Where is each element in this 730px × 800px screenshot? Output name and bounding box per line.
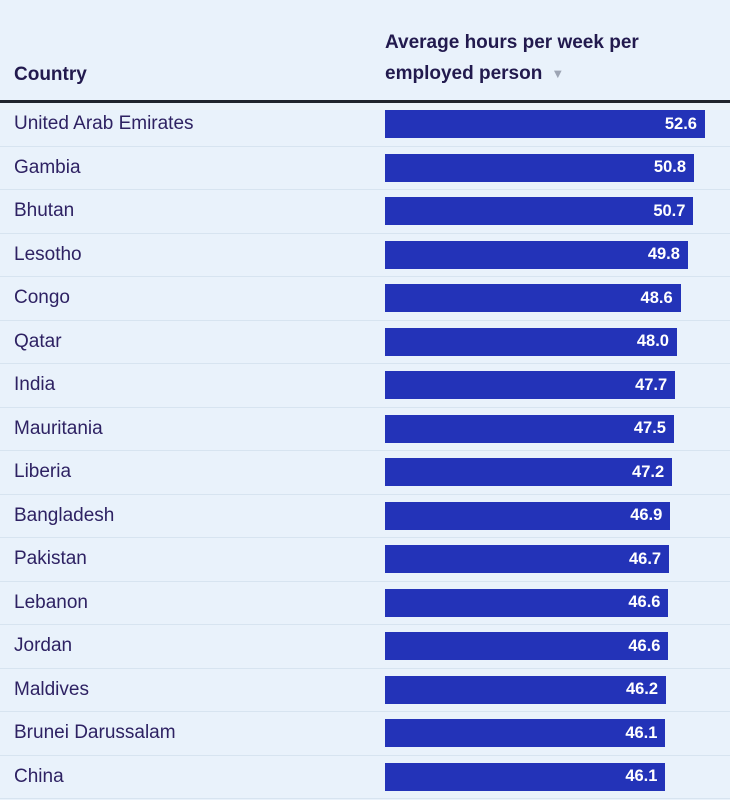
- bar-value-label: 48.0: [636, 332, 669, 351]
- bar-value-label: 47.2: [632, 462, 665, 481]
- bar-track: 48.6: [385, 284, 730, 313]
- value-bar[interactable]: 46.1: [385, 719, 666, 748]
- value-bar[interactable]: 47.7: [385, 371, 676, 400]
- country-label: Congo: [14, 287, 70, 309]
- value-bar[interactable]: 47.2: [385, 458, 673, 487]
- table-row: Gambia 50.8: [0, 147, 730, 190]
- country-column-header[interactable]: Country: [14, 64, 87, 85]
- table-body: United Arab Emirates 52.6 Gambia 50.8 Bh…: [0, 103, 730, 799]
- country-label: Bangladesh: [14, 504, 115, 526]
- bar-value-label: 48.6: [640, 288, 673, 307]
- value-bar[interactable]: 48.0: [385, 327, 677, 356]
- value-bar[interactable]: 47.5: [385, 414, 674, 443]
- country-label: China: [14, 765, 64, 787]
- bar-track: 52.6: [385, 110, 730, 139]
- bar-track: 46.9: [385, 501, 730, 530]
- table-row: Maldives 46.2: [0, 669, 730, 712]
- bar-value-label: 50.8: [653, 158, 687, 177]
- country-label: Maldives: [14, 678, 89, 700]
- value-bar[interactable]: 46.6: [385, 632, 669, 661]
- bar-track: 47.7: [385, 371, 730, 400]
- country-label: United Arab Emirates: [14, 113, 194, 135]
- table-row: India 47.7: [0, 364, 730, 408]
- bar-track: 46.6: [385, 588, 730, 617]
- bar-value-label: 47.5: [633, 419, 666, 438]
- country-label: Liberia: [14, 461, 72, 483]
- value-bar[interactable]: 46.1: [385, 762, 666, 791]
- bar-track: 47.5: [385, 414, 730, 443]
- table-row: Bhutan 50.7: [0, 190, 730, 234]
- table-header: Country Average hours per week per emplo…: [0, 0, 730, 103]
- value-bar[interactable]: 50.7: [385, 197, 694, 226]
- bar-value-label: 47.7: [635, 375, 668, 394]
- bar-value-label: 46.7: [628, 549, 662, 568]
- country-label: Pakistan: [14, 548, 87, 570]
- table-row: Pakistan 46.7: [0, 538, 730, 582]
- country-label: Mauritania: [14, 417, 103, 439]
- bar-value-label: 49.8: [647, 245, 680, 264]
- value-column-header[interactable]: Average hours per week per employed pers…: [385, 27, 715, 90]
- table-row: Bangladesh 46.9: [0, 495, 730, 538]
- country-label: Lebanon: [14, 591, 88, 613]
- value-bar[interactable]: 52.6: [385, 110, 705, 139]
- bar-track: 48.0: [385, 327, 730, 356]
- bar-track: 46.1: [385, 719, 730, 748]
- country-label: Jordan: [14, 635, 73, 657]
- bar-value-label: 52.6: [664, 114, 697, 133]
- value-bar[interactable]: 46.7: [385, 545, 670, 574]
- country-label: Bhutan: [14, 200, 75, 222]
- country-label: Qatar: [14, 330, 62, 352]
- bar-track: 49.8: [385, 240, 730, 269]
- table-row: Lesotho 49.8: [0, 234, 730, 277]
- value-bar[interactable]: 49.8: [385, 240, 688, 269]
- value-bar[interactable]: 46.2: [385, 675, 667, 704]
- table-row: Congo 48.6: [0, 277, 730, 321]
- value-bar[interactable]: 48.6: [385, 284, 681, 313]
- bar-value-label: 50.7: [653, 201, 686, 220]
- bar-track: 50.7: [385, 197, 730, 226]
- table-row: Qatar 48.0: [0, 321, 730, 364]
- bar-track: 50.8: [385, 153, 730, 182]
- bar-track: 47.2: [385, 458, 730, 487]
- table-row: Liberia 47.2: [0, 451, 730, 495]
- bar-value-label: 46.2: [625, 680, 659, 699]
- bar-value-label: 46.1: [625, 723, 658, 742]
- table-row: Mauritania 47.5: [0, 408, 730, 451]
- bar-track: 46.6: [385, 632, 730, 661]
- table-row: Jordan 46.6: [0, 625, 730, 669]
- value-bar[interactable]: 46.6: [385, 588, 669, 617]
- country-label: Brunei Darussalam: [14, 722, 176, 744]
- value-bar[interactable]: 46.9: [385, 501, 671, 530]
- country-label: Gambia: [14, 156, 81, 178]
- bar-track: 46.2: [385, 675, 730, 704]
- bar-value-label: 46.1: [625, 767, 658, 786]
- country-label: India: [14, 374, 56, 396]
- bar-track: 46.1: [385, 762, 730, 791]
- value-column-header-label: Average hours per week per employed pers…: [385, 32, 639, 84]
- table-row: Lebanon 46.6: [0, 582, 730, 625]
- table-row: Brunei Darussalam 46.1: [0, 712, 730, 756]
- sort-descending-icon[interactable]: ▼: [551, 66, 565, 81]
- value-bar[interactable]: 50.8: [385, 153, 695, 182]
- table-row: China 46.1: [0, 756, 730, 799]
- bar-track: 46.7: [385, 545, 730, 574]
- bar-value-label: 46.6: [628, 593, 661, 612]
- table-row: United Arab Emirates 52.6: [0, 103, 730, 147]
- country-label: Lesotho: [14, 243, 82, 265]
- bar-value-label: 46.9: [630, 506, 663, 525]
- bar-value-label: 46.6: [628, 636, 661, 655]
